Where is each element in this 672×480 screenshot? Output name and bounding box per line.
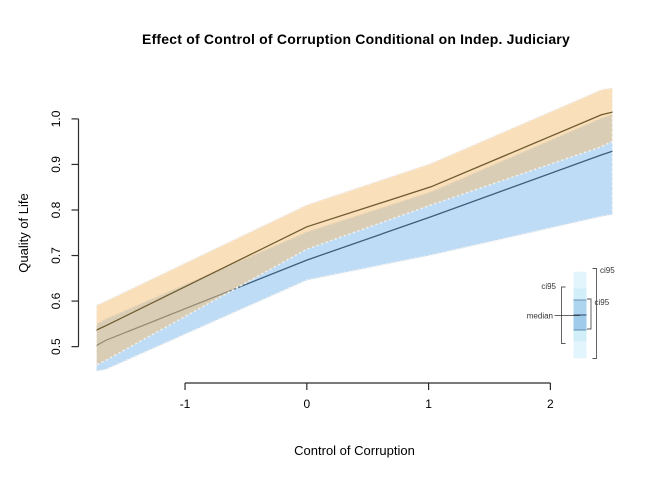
x-tick-label: 2 (547, 397, 554, 411)
legend-quantile-segment (573, 300, 587, 315)
y-axis-title: Quality of Life (16, 193, 31, 273)
y-tick-label: 0.6 (49, 292, 63, 309)
legend-label-ci95-left: ci95 (541, 282, 556, 291)
legend-label-ci95-outer: ci95 (600, 266, 615, 275)
legend-bracket-ci95-inner (587, 298, 592, 330)
legend-label-ci95-inner: ci95 (595, 298, 610, 307)
y-tick-label: 0.8 (49, 201, 63, 218)
legend-bracket-ci95-outer (592, 268, 597, 359)
legend-label-median: median (527, 312, 553, 321)
orange-band-ci95-band (96, 87, 613, 366)
y-tick-label: 0.7 (49, 247, 63, 264)
y-tick-label: 0.5 (49, 338, 63, 355)
legend-quantile-segment (573, 315, 587, 330)
x-tick-label: -1 (180, 397, 191, 411)
x-tick-label: 1 (425, 397, 432, 411)
legend-quantile-segment (573, 271, 587, 289)
y-tick-label: 0.9 (49, 156, 63, 173)
chart-title: Effect of Control of Corruption Conditio… (142, 31, 570, 47)
legend-quantile-segment (573, 341, 587, 359)
x-tick-label: 0 (303, 397, 310, 411)
legend-quantile-segment (573, 330, 587, 342)
x-axis-title: Control of Corruption (294, 443, 415, 458)
y-tick-label: 1.0 (49, 110, 63, 127)
legend-quantile-segment (573, 288, 587, 300)
orange-band-median-line (96, 111, 613, 331)
